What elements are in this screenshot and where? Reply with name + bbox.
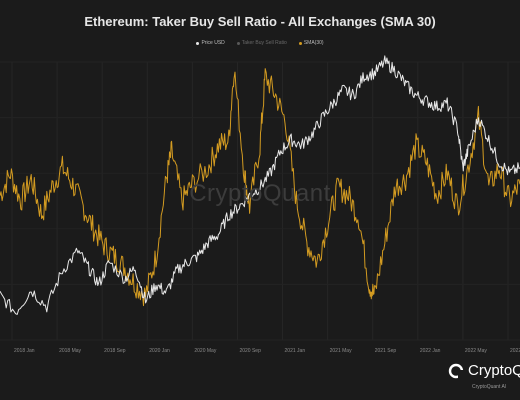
- legend-label-price: Price USD: [201, 40, 225, 46]
- x-tick-label: 2022 Jan: [420, 348, 441, 354]
- x-tick-label: 2020 Sep: [239, 348, 261, 354]
- x-tick-label: 2018 May: [59, 348, 81, 354]
- series-line-price-usd: [0, 55, 520, 315]
- series-sma: [0, 68, 520, 307]
- brand-subtitle: CryptoQuant Al: [472, 384, 506, 390]
- chart-legend: Price USD Taker Buy Sell Ratio SMA(30): [0, 40, 520, 46]
- legend-item-ratio[interactable]: Taker Buy Sell Ratio: [236, 40, 287, 46]
- x-axis-ticks: 2018 Jan 2018 May 2018 Sep 2020 Jan 2020 May…: [14, 348, 520, 354]
- x-tick-label: 2021 May: [330, 348, 352, 354]
- series-line-sma-30-: [0, 68, 520, 307]
- legend-item-sma[interactable]: SMA(30): [298, 40, 324, 46]
- chart-grid: [0, 61, 520, 341]
- x-tick-label: 2022 Sep: [510, 348, 520, 354]
- legend-dot-ratio: [236, 41, 240, 45]
- legend-dot-sma: [298, 41, 302, 45]
- x-tick-label: 2020 May: [194, 348, 216, 354]
- x-tick-label: 2020 Jan: [149, 348, 170, 354]
- x-tick-label: 2018 Jan: [14, 348, 35, 354]
- legend-item-price[interactable]: Price USD: [196, 40, 225, 46]
- legend-dot-price: [196, 41, 200, 45]
- brand-logo: CryptoQu: [448, 362, 520, 379]
- watermark: CryptoQuant: [189, 180, 331, 207]
- legend-label-sma: SMA(30): [303, 40, 324, 46]
- legend-label-ratio: Taker Buy Sell Ratio: [241, 40, 287, 46]
- x-tick-label: 2022 May: [465, 348, 487, 354]
- x-tick-label: 2018 Sep: [104, 348, 126, 354]
- brand-name: CryptoQu: [468, 362, 520, 379]
- brand-icon: [448, 363, 464, 379]
- x-tick-label: 2021 Sep: [375, 348, 397, 354]
- chart-title: Ethereum: Taker Buy Sell Ratio - All Exc…: [84, 14, 436, 29]
- x-tick-label: 2021 Jan: [285, 348, 306, 354]
- series-price: [0, 55, 520, 315]
